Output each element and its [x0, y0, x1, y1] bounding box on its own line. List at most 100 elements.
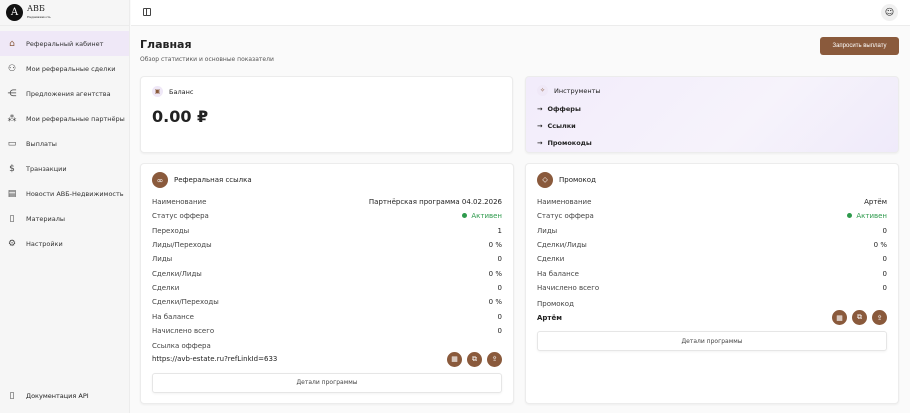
- offer-link-value[interactable]: https://avb-estate.ru?refLinkId=633: [152, 355, 278, 364]
- stat-row: Наименование Партнёрская программа 04.02.…: [152, 195, 502, 209]
- sidebar-item-label: Мои реферальные сделки: [26, 64, 116, 73]
- tool-link-links[interactable]: → Ссылки: [537, 122, 887, 130]
- stat-row: Статус оффера Активен: [152, 209, 502, 223]
- stat-row: Сделки/Лиды 0 %: [152, 266, 502, 280]
- link-icon: ∞: [152, 172, 168, 188]
- balance-card: ▣ Баланс 0.00 ₽: [140, 76, 513, 153]
- home-icon: ⌂: [9, 38, 15, 49]
- logo[interactable]: А АВБ Недвижимость: [0, 0, 129, 26]
- sidebar-item-materials[interactable]: ▯ Материалы: [0, 206, 129, 231]
- sidebar-item-label: Настройки: [26, 239, 63, 248]
- page-title: Главная: [140, 38, 192, 51]
- book-icon: ▯: [9, 213, 15, 224]
- stat-row: Сделки 0: [152, 281, 502, 295]
- stat-value: 0: [882, 255, 887, 264]
- stat-row: На балансе 0: [152, 309, 502, 323]
- tag-icon: ⬦: [537, 172, 553, 188]
- stat-value: 0 %: [488, 269, 502, 278]
- qr-code-icon[interactable]: ▦: [447, 351, 462, 367]
- stat-label: На балансе: [537, 269, 579, 278]
- qr-code-icon[interactable]: ▦: [832, 310, 847, 326]
- stat-label: Переходы: [152, 226, 190, 235]
- stat-row: Наименование Артём: [537, 195, 887, 209]
- header: ☺: [131, 0, 910, 26]
- stat-row: Лиды 0: [152, 252, 502, 266]
- stat-value: 0: [497, 326, 502, 335]
- arrow-right-icon: →: [537, 122, 543, 130]
- brand-sub: Недвижимость: [27, 14, 51, 19]
- sidebar-item-payouts[interactable]: ▭ Выплаты: [0, 131, 129, 156]
- receipt-icon: $: [9, 163, 15, 174]
- news-icon: ▤: [7, 188, 17, 199]
- tool-link-label: Офферы: [547, 105, 581, 113]
- stat-value: Артём: [864, 198, 887, 207]
- arrow-right-icon: →: [537, 139, 543, 147]
- stat-value: 0: [882, 269, 887, 278]
- arrow-right-icon: →: [537, 105, 543, 113]
- stat-label: Лиды: [537, 226, 558, 235]
- sidebar-item-label: Транзакции: [26, 164, 67, 173]
- user-avatar-icon[interactable]: ☺: [881, 4, 898, 21]
- status-dot-icon: [462, 213, 468, 219]
- stat-value: 0: [497, 255, 502, 264]
- share-icon[interactable]: ⇪: [872, 310, 887, 326]
- balance-value: 0.00 ₽: [152, 107, 209, 126]
- promo-code-value[interactable]: Артём: [537, 313, 562, 322]
- stat-label: Начислено всего: [152, 326, 215, 335]
- program-details-button[interactable]: Детали программы: [152, 372, 502, 393]
- stat-value: 0: [882, 283, 887, 292]
- stat-row: На балансе 0: [537, 266, 887, 280]
- request-payout-button[interactable]: Запросить выплату: [820, 37, 899, 55]
- stat-label: Статус оффера: [152, 212, 209, 221]
- stat-label: Начислено всего: [537, 283, 600, 292]
- card-icon: ▭: [7, 138, 17, 149]
- copy-icon[interactable]: ⧉: [852, 310, 867, 326]
- stat-row: Статус оффера Активен: [537, 209, 887, 223]
- stat-label: Сделки/Переходы: [152, 298, 219, 307]
- sidebar-item-news[interactable]: ▤ Новости АВБ-Недвижимость: [0, 181, 129, 206]
- stat-value: Активен: [462, 212, 502, 220]
- stat-row: Сделки/Лиды 0 %: [537, 238, 887, 252]
- page-subtitle: Обзор статистики и основные показатели: [140, 56, 274, 63]
- stat-row: Начислено всего 0: [152, 324, 502, 338]
- api-docs-link[interactable]: ▯ Документация API: [7, 391, 89, 401]
- card-title: Реферальная ссылка: [174, 176, 252, 184]
- sidebar-item-settings[interactable]: ⚙ Настройки: [0, 231, 129, 256]
- stat-row: Начислено всего 0: [537, 281, 887, 295]
- status-badge: Активен: [856, 212, 887, 221]
- sidebar-toggle-icon[interactable]: [143, 8, 151, 16]
- stat-label: Сделки/Лиды: [537, 241, 587, 250]
- sidebar-item-label: Мои реферальные партнёры: [26, 114, 125, 123]
- promo-card: ⬦ Промокод Наименование Артём Статус оффера…: [525, 163, 899, 404]
- promo-code-label: Промокод: [537, 300, 574, 309]
- sidebar-item-label: Реферальный кабинет: [26, 39, 104, 48]
- share-icon[interactable]: ⇪: [487, 351, 502, 367]
- sidebar-item-transactions[interactable]: $ Транзакции: [0, 156, 129, 181]
- stat-value: 0: [497, 283, 502, 292]
- referral-link-card: ∞ Реферальная ссылка Наименование Партнёрс…: [140, 163, 514, 404]
- stat-label: Лиды: [152, 255, 173, 264]
- stat-row: Переходы 1: [152, 224, 502, 238]
- sidebar-item-referral-cabinet[interactable]: ⌂ Реферальный кабинет: [0, 31, 129, 56]
- program-details-button[interactable]: Детали программы: [537, 331, 887, 352]
- stat-value: 0 %: [488, 241, 502, 250]
- api-docs-label: Документация API: [26, 392, 89, 400]
- book-icon: ▯: [9, 391, 15, 401]
- tools-label: Инструменты: [554, 86, 601, 95]
- tool-link-offers[interactable]: → Офферы: [537, 105, 887, 113]
- sidebar-item-offers[interactable]: ⋲ Предложения агентства: [0, 81, 129, 106]
- tool-link-promocodes[interactable]: → Промокоды: [537, 139, 887, 147]
- tools-card: ✧ Инструменты → Офферы → Ссылки → Промокоды: [525, 76, 899, 153]
- sidebar-item-partners[interactable]: ⁂ Мои реферальные партнёры: [0, 106, 129, 131]
- stat-label: Наименование: [152, 198, 207, 207]
- stat-label: Статус оффера: [537, 212, 594, 221]
- copy-icon[interactable]: ⧉: [467, 351, 482, 367]
- sidebar-item-label: Предложения агентства: [26, 89, 111, 98]
- sidebar-item-deals[interactable]: ⚇ Мои реферальные сделки: [0, 56, 129, 81]
- wallet-icon: ▣: [152, 86, 163, 97]
- gear-icon: ⚙: [7, 238, 17, 249]
- stat-row: Сделки/Переходы 0 %: [152, 295, 502, 309]
- users-icon: ⚇: [7, 63, 17, 74]
- stat-label: Сделки/Лиды: [152, 269, 202, 278]
- sidebar: А АВБ Недвижимость ⌂ Реферальный кабинет ⚇…: [0, 0, 130, 413]
